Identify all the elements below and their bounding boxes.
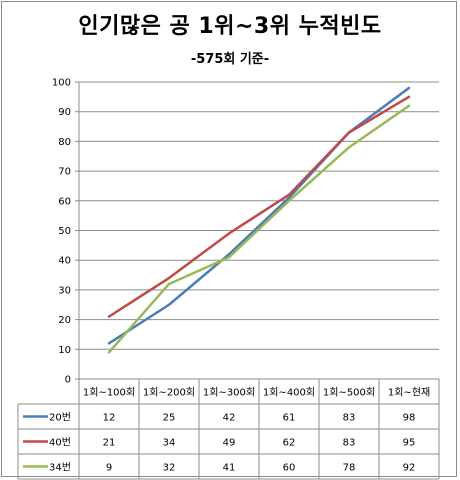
y-tick-label: 60 <box>58 196 71 207</box>
data-label: 34 <box>163 438 176 449</box>
data-label: 95 <box>403 438 416 449</box>
y-tick-label: 70 <box>58 167 71 178</box>
data-label: 78 <box>343 463 356 474</box>
y-tick-label: 10 <box>58 345 71 356</box>
category-label: 1회~400회 <box>263 387 315 399</box>
series-line <box>107 104 411 354</box>
data-label: 49 <box>223 438 236 449</box>
category-label: 1회~300회 <box>203 387 255 399</box>
series-line <box>107 86 411 345</box>
category-label: 1회~100회 <box>83 387 135 399</box>
category-label: 1회~200회 <box>143 387 195 399</box>
y-tick-label: 0 <box>65 375 71 386</box>
data-label: 83 <box>343 413 356 424</box>
data-label: 61 <box>283 413 296 424</box>
y-tick-label: 90 <box>58 107 71 118</box>
data-label: 62 <box>283 438 296 449</box>
data-label: 60 <box>283 463 296 474</box>
y-tick-label: 20 <box>58 315 71 326</box>
series-name: 34번 <box>49 462 71 474</box>
series-name: 40번 <box>49 437 71 449</box>
data-label: 42 <box>223 413 236 424</box>
chart-title: 인기많은 공 1위~3위 누적빈도 <box>78 14 382 39</box>
data-label: 32 <box>163 463 176 474</box>
category-label: 1회~500회 <box>323 387 375 399</box>
y-tick-label: 40 <box>58 256 71 267</box>
data-label: 83 <box>343 438 356 449</box>
data-label: 41 <box>223 463 236 474</box>
series-line <box>107 95 411 318</box>
series-name: 20번 <box>49 412 71 424</box>
data-label: 25 <box>163 413 176 424</box>
chart-subtitle: -575회 기준- <box>190 52 270 67</box>
y-tick-label: 50 <box>58 226 71 237</box>
y-tick-label: 80 <box>58 137 71 148</box>
data-label: 12 <box>103 413 116 424</box>
data-label: 9 <box>106 463 112 474</box>
category-label: 1회~현재 <box>388 387 430 399</box>
data-label: 98 <box>403 413 416 424</box>
data-label: 92 <box>403 463 416 474</box>
y-tick-label: 30 <box>58 285 71 296</box>
data-label: 21 <box>103 438 116 449</box>
y-tick-label: 100 <box>52 78 71 89</box>
